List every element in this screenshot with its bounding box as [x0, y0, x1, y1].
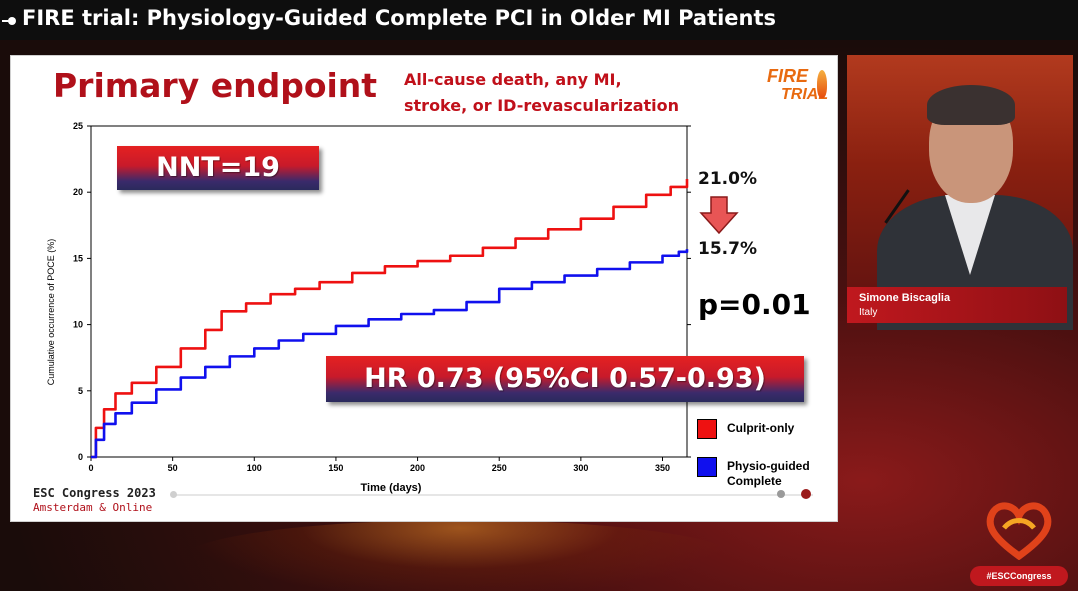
stream-title: FIRE trial: Physiology-Guided Complete P…	[22, 6, 777, 30]
top-bar: FIRE trial: Physiology-Guided Complete P…	[0, 0, 1078, 40]
slide-title: Primary endpoint	[53, 66, 378, 105]
x-tick-label: 50	[168, 463, 178, 473]
hazard-ratio-badge: HR 0.73 (95%CI 0.57-0.93)	[326, 356, 804, 402]
speaker-hair	[927, 85, 1015, 125]
decrease-arrow-icon	[699, 196, 739, 235]
slide-progress-track	[173, 494, 813, 496]
y-tick-label: 25	[73, 121, 83, 131]
series-line-physio-guided	[91, 249, 689, 459]
physio-end-percent: 15.7%	[698, 239, 757, 259]
legend-swatch-physio	[697, 457, 717, 477]
slide-subtitle: All-cause death, any MI, stroke, or ID-r…	[404, 67, 679, 119]
legend-label-culprit: Culprit-only	[727, 421, 794, 436]
legend-culprit-line-1: Culprit-only	[727, 421, 795, 435]
plot-frame	[90, 125, 688, 458]
y-tick-label: 0	[78, 452, 83, 462]
progress-start-dot	[170, 491, 177, 498]
speaker-name: Simone Biscaglia	[859, 292, 951, 304]
y-tick-label: 15	[73, 253, 83, 263]
esc-heart-logo-icon	[986, 502, 1052, 560]
y-tick-label: 5	[78, 386, 83, 396]
congress-name: ESC Congress 2023	[33, 486, 156, 500]
title-bullet	[8, 17, 16, 25]
culprit-end-percent: 21.0%	[698, 169, 757, 189]
x-axis-label: Time (days)	[361, 482, 422, 494]
x-tick-label: 300	[573, 463, 588, 473]
congress-location: Amsterdam & Online	[33, 501, 153, 514]
chart-axes	[90, 125, 688, 458]
legend-physio-line-2: Complete	[727, 474, 782, 488]
kaplan-meier-chart: 0 50 100 150 200 250 300 350 0 5 10 15 20 25 Cumulati…	[46, 121, 739, 494]
nnt-badge: NNT=19	[117, 146, 319, 190]
progress-current-dot	[801, 489, 811, 499]
legend-swatch-culprit	[697, 419, 717, 439]
series-line-culprit-only	[91, 178, 689, 459]
y-tick-label: 10	[73, 320, 83, 330]
flame-icon	[817, 70, 827, 98]
logo-fire-text: FIRE	[767, 66, 809, 86]
subtitle-line-2: stroke, or ID-revascularization	[404, 96, 680, 115]
presentation-slide: Primary endpoint All-cause death, any MI…	[10, 55, 838, 522]
esc-hashtag-badge: #ESCCongress	[970, 566, 1068, 586]
speaker-lower-third: Simone Biscaglia Italy	[847, 287, 1067, 323]
decorative-swoosh	[180, 520, 740, 591]
speaker-country: Italy	[859, 307, 878, 318]
fire-trial-logo: FIRE TRIAL	[761, 66, 831, 110]
legend-label-physio: Physio-guided Complete	[727, 459, 810, 489]
logo-trial-text: TRIAL	[781, 86, 829, 103]
x-tick-label: 200	[410, 463, 425, 473]
y-axis-label: Cumulative occurrence of POCE (%)	[46, 239, 56, 386]
x-tick-label: 250	[492, 463, 507, 473]
subtitle-line-1: All-cause death, any MI,	[404, 70, 622, 89]
p-value: p=0.01	[698, 288, 811, 321]
x-tick-label: 350	[655, 463, 670, 473]
progress-dot	[777, 490, 785, 498]
chart-ticks: 0 50 100 150 200 250 300 350 0 5 10 15 20 25	[73, 121, 691, 473]
x-tick-label: 150	[328, 463, 343, 473]
title-bullet-line	[2, 20, 12, 22]
legend-physio-line-1: Physio-guided	[727, 459, 810, 473]
x-tick-label: 100	[247, 463, 262, 473]
chart-series	[91, 178, 689, 459]
x-tick-label: 0	[88, 463, 93, 473]
y-tick-label: 20	[73, 187, 83, 197]
